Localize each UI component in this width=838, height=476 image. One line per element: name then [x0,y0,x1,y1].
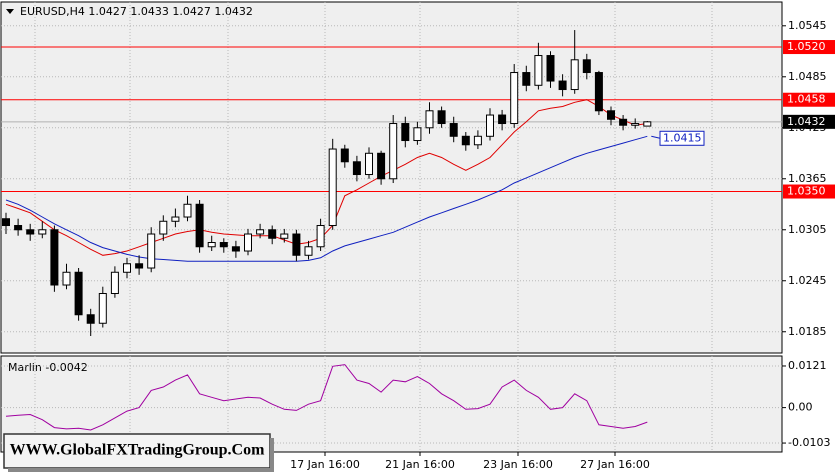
y-tick-label: 1.0245 [788,274,827,287]
level-label-box [783,40,835,55]
level-label: 1.0458 [787,93,826,106]
candle-body [473,135,482,146]
candle-body [365,152,373,176]
candle-body [328,148,337,227]
candle-body [38,229,47,235]
y-tick-label: 1.0305 [788,223,827,236]
candle-body [256,229,265,235]
candle-body [437,110,446,125]
candle-body [534,55,543,86]
candle-body [304,246,313,256]
candle-body [522,72,531,86]
candle-body [401,123,410,142]
indicator-value: -0.0042 [45,361,87,374]
candle-body [292,233,301,256]
symbol: EURUSD,H4 [20,5,85,18]
candle-body [631,123,640,126]
ma-label-leader [651,135,661,139]
indicator-line [5,364,648,431]
ohlc-close: 1.0432 [214,5,253,18]
y-tick-label: 1.0545 [788,19,827,32]
candle-body [280,233,289,239]
indicator-name: Marlin [8,361,42,374]
candle-body [135,263,144,269]
candle-body [498,114,507,125]
candle-body [110,271,119,295]
ma-label-box [659,130,705,146]
y-tick-label: 0.00 [788,401,813,414]
candle-body [546,55,555,82]
candle-body [619,118,628,126]
candle-body [486,114,494,137]
candle-body [594,72,603,112]
moving-average [5,99,648,256]
level-label-box [783,92,835,107]
candle-body [98,293,107,324]
candle-body [171,216,180,222]
watermark: WWW.GlobalFXTradingGroup.Com [10,442,266,459]
candle-body [2,218,10,227]
y-tick-label: 1.0185 [788,325,827,338]
candle-body [244,233,252,252]
candle-body [231,246,240,252]
level-label: 1.0350 [787,185,826,198]
candle-body [558,80,567,91]
ohlc-high: 1.0433 [130,5,169,18]
ohlc-open: 1.0427 [88,5,127,18]
candle-body [62,271,71,286]
candle-body [147,233,156,269]
moving-average [5,135,648,262]
candle-body [582,59,591,74]
x-tick-label: 27 Jan 16:00 [580,458,650,471]
y-tick-label: 1.0365 [788,172,827,185]
candle-body [14,225,23,231]
candle-body [352,161,361,176]
candle-body [316,225,325,248]
watermark-box [3,433,271,469]
current-price-label: 1.0432 [787,115,826,128]
candle-body [643,121,652,127]
candle-body [195,203,204,248]
candle-body [123,263,131,273]
level-label: 1.0520 [787,40,826,53]
y-tick-label: -0.0103 [788,436,830,449]
candle-body [26,229,35,235]
x-tick-label: 21 Jan 16:00 [385,458,455,471]
candle-body [268,229,277,239]
candle-body [425,110,434,129]
candle-body [389,123,398,180]
candle-body [183,203,192,218]
candle-body [510,72,519,125]
candle-body [340,148,349,163]
candle-body [461,135,470,146]
candle-body [607,110,615,120]
candle-body [377,152,386,180]
candle-body [159,220,168,235]
ohlc-low: 1.0427 [172,5,211,18]
level-label-box [783,184,835,199]
x-tick-label: 23 Jan 16:00 [483,458,553,471]
candle-body [74,271,83,316]
indicator-title: Marlin -0.0042 [8,361,88,374]
watermark-shadow [270,438,274,470]
candle-body [570,59,579,91]
ma-label: 1.0415 [663,131,702,144]
menu-triangle [6,9,14,14]
watermark-shadow [8,468,274,472]
candle-body [413,127,422,142]
y-tick-label: 1.0485 [788,70,827,83]
y-tick-label: 0.0121 [788,359,827,372]
candle-body [449,123,458,137]
candle-body [207,242,216,248]
candle-body [219,242,228,248]
x-tick-label: 17 Jan 16:00 [290,458,360,471]
candle-body [86,314,95,324]
chart-title: EURUSD,H4 1.0427 1.0433 1.0427 1.0432 [20,5,253,18]
current-price-box [783,114,835,129]
candle-body [50,229,59,286]
